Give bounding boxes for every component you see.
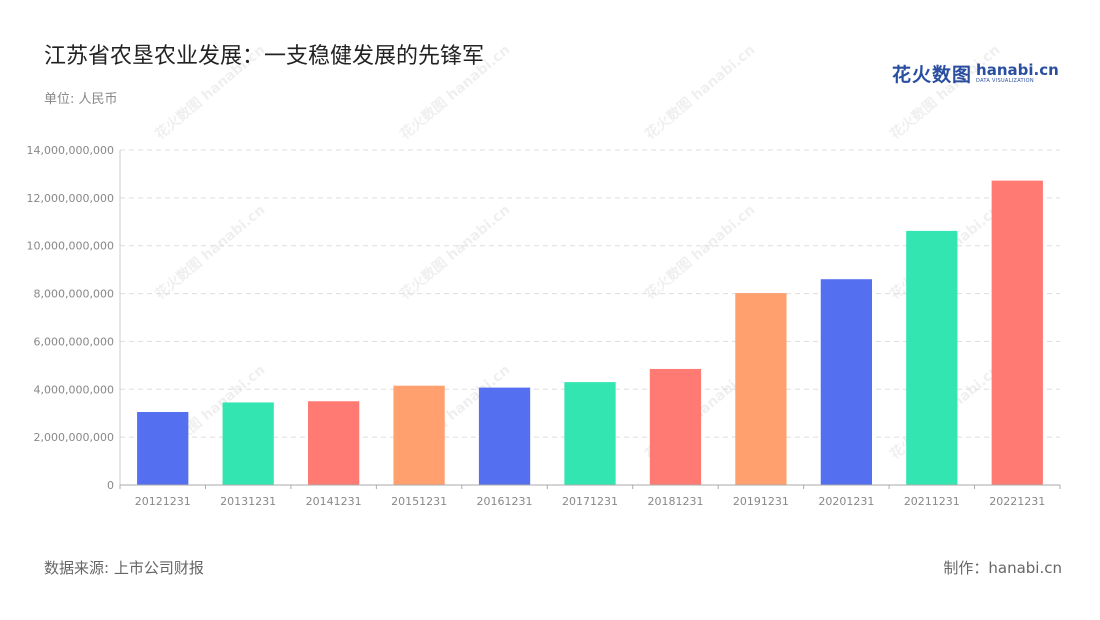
- watermark-mark: 花火数图 hanabi.cn: [887, 41, 1004, 143]
- bar-20161231: [478, 387, 531, 485]
- bar-20191231: [735, 293, 787, 485]
- watermark-mark: 花火数图 hanabi.cn: [642, 201, 759, 303]
- watermark-mark: 花火数图 hanabi.cn: [152, 41, 269, 143]
- x-tick-label: 20211231: [904, 495, 960, 508]
- bars-group: [137, 180, 1043, 485]
- x-tick-label: 20181231: [647, 495, 703, 508]
- y-tick-label: 6,000,000,000: [34, 335, 114, 348]
- y-tick-label: 2,000,000,000: [34, 431, 114, 444]
- y-tick-label: 10,000,000,000: [27, 240, 114, 253]
- bar-20151231: [393, 385, 445, 485]
- y-tick-label: 8,000,000,000: [34, 288, 114, 301]
- x-tick-label: 20121231: [135, 495, 191, 508]
- logo-en-text: hanabi.cn: [976, 61, 1059, 79]
- y-tick-label: 14,000,000,000: [27, 144, 114, 157]
- x-tick-label: 20191231: [733, 495, 789, 508]
- bar-20201231: [820, 279, 872, 485]
- x-tick-label: 20201231: [818, 495, 874, 508]
- x-tick-label: 20161231: [477, 495, 533, 508]
- y-tick-label: 4,000,000,000: [34, 383, 114, 396]
- data-source: 数据来源: 上市公司财报: [44, 559, 204, 577]
- logo-en-block: hanabi.cn DATA VISUALIZATION: [976, 63, 1059, 84]
- x-tick-label: 20141231: [306, 495, 362, 508]
- credit-label: 制作：hanabi.cn: [943, 559, 1062, 577]
- watermark-mark: 花火数图 hanabi.cn: [152, 201, 269, 303]
- bar-20141231: [308, 401, 360, 485]
- y-tick-label: 0: [107, 479, 114, 492]
- bar-20211231: [906, 230, 958, 485]
- watermark-mark: 花火数图 hanabi.cn: [397, 201, 514, 303]
- x-tick-label: 20151231: [391, 495, 447, 508]
- bar-20121231: [137, 412, 189, 485]
- x-axis: 20121231 20131231 20141231 20151231 20161231…: [119, 484, 1061, 508]
- y-tick-label: 12,000,000,000: [27, 192, 114, 205]
- bar-20181231: [649, 368, 702, 485]
- x-tick-label: 20131231: [220, 495, 276, 508]
- bar-20131231: [222, 402, 274, 485]
- watermark-mark: 花火数图 hanabi.cn: [397, 41, 514, 143]
- logo-cn-text: 花火数图: [892, 64, 973, 86]
- bar-20171231: [564, 382, 616, 485]
- y-axis: 0 2,000,000,000 4,000,000,000 6,000,000,000…: [27, 144, 121, 492]
- unit-label: 单位: 人民币: [44, 92, 118, 107]
- logo-en-subtext: DATA VISUALIZATION: [976, 78, 1034, 84]
- bar-20221231: [991, 180, 1043, 485]
- brand-logo: 花火数图 hanabi.cn DATA VISUALIZATION: [892, 60, 1059, 87]
- x-tick-label: 20221231: [989, 495, 1045, 508]
- x-tick-label: 20171231: [562, 495, 618, 508]
- chart-title: 江苏省农垦农业发展：一支稳健发展的先锋军: [44, 44, 485, 69]
- watermark-mark: 花火数图 hanabi.cn: [642, 41, 759, 143]
